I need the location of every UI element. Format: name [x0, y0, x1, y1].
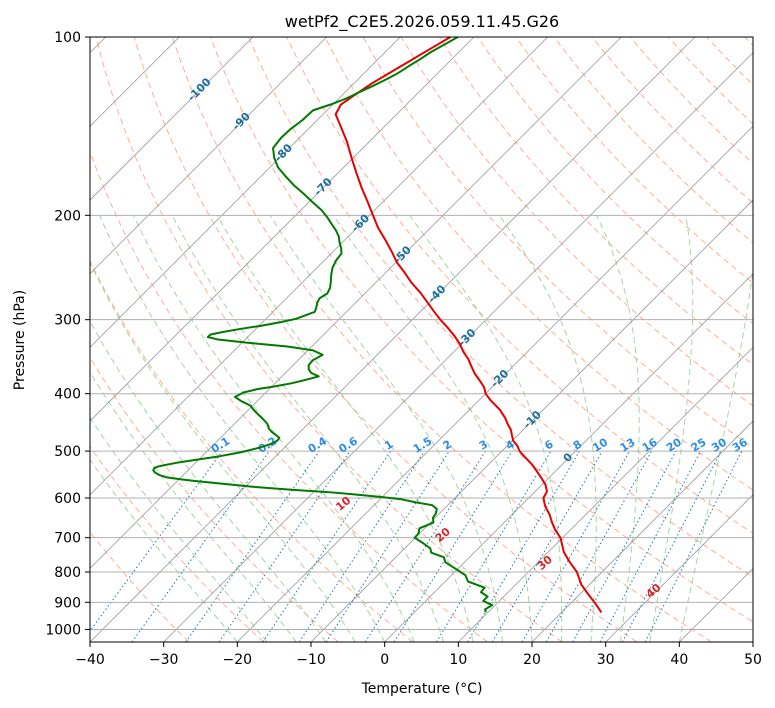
moist-adiabat-line	[595, 215, 640, 642]
x-tick-label: −40	[75, 652, 105, 668]
dry-adiabat-line	[515, 37, 753, 284]
isotherm-line	[90, 37, 696, 642]
x-tick-label: 50	[744, 652, 762, 668]
mixing-ratio-line	[491, 450, 603, 642]
mixing-ratio-line	[545, 450, 653, 642]
moist-adiabat-line	[90, 370, 297, 642]
background-lines	[90, 37, 753, 642]
dry-adiabat-line	[133, 37, 638, 642]
y-tick-label: 500	[54, 444, 81, 460]
moist-adiabat-line	[90, 320, 327, 642]
dry-adiabat-line	[324, 37, 753, 491]
dry-adiabat-line	[90, 356, 339, 642]
sounding-profiles	[152, 37, 603, 613]
moist-adiabat-line	[409, 215, 563, 642]
chart-title: wetPf2_C2E5.2026.059.11.45.G26	[285, 12, 559, 32]
isotherm-line	[90, 37, 548, 496]
mixing-ratio-line	[435, 450, 552, 642]
x-tick-label: 0	[380, 652, 389, 668]
dry-adiabat-line	[210, 37, 753, 623]
dry-adiabat-line	[95, 37, 563, 642]
moist-adiabat-line	[90, 261, 356, 642]
dry-adiabat-line	[90, 445, 264, 642]
moist-adiabat-line	[649, 215, 694, 642]
isotherm-line	[531, 420, 753, 642]
moist-adiabat-line	[133, 215, 415, 642]
x-tick-label: −20	[223, 652, 253, 668]
mixing-ratio-line	[521, 450, 630, 642]
x-tick-label: 40	[670, 652, 688, 668]
moist-adiabat-line	[216, 215, 474, 642]
moist-adiabat-line	[90, 458, 238, 642]
mixing-ratio-line	[572, 450, 677, 642]
moist-adiabat-line	[333, 215, 533, 642]
y-tick-label: 700	[54, 531, 81, 547]
isotherm-line	[90, 37, 401, 348]
x-tick-label: −10	[296, 652, 326, 668]
x-tick-label: 10	[449, 652, 467, 668]
y-tick-label: 300	[54, 313, 81, 329]
y-tick-label: 400	[54, 387, 81, 403]
pressure-gridlines	[90, 37, 753, 630]
plot-frame	[89, 36, 754, 643]
mixing-ratio-line	[218, 450, 351, 642]
isotherm-line	[163, 52, 753, 642]
x-tick-label: 30	[597, 652, 615, 668]
mixing-ratio-line	[185, 450, 320, 642]
dry-adiabat-line	[248, 37, 753, 578]
moist-adiabat-line	[171, 215, 445, 642]
isotherm-line	[90, 37, 327, 275]
dry-adiabat-line	[90, 259, 414, 642]
y-tick-label: 100	[54, 30, 81, 46]
isotherm-line	[458, 346, 753, 642]
dry-adiabat-line	[286, 37, 753, 534]
x-axis: −40 −30 −20 −10 0 10 20 30 40 50	[75, 642, 762, 668]
isotherm-line	[384, 273, 753, 642]
moist-adiabat-line	[499, 215, 597, 642]
dry-adiabat-line	[171, 37, 712, 642]
y-tick-label: 1000	[45, 622, 81, 638]
moist-adiabat-line	[99, 215, 386, 642]
y-tick-label: 800	[54, 565, 81, 581]
x-tick-label: −30	[149, 652, 179, 668]
isotherm-line	[310, 199, 753, 642]
isotherm-line	[237, 125, 753, 642]
isotherm-line	[90, 37, 254, 201]
y-tick-label: 600	[54, 491, 81, 507]
isotherm-line	[605, 494, 753, 642]
temperature-profile-line	[334, 37, 603, 613]
dewpoint-profile-line	[152, 37, 494, 613]
y-axis: 100 200 300 400 500 600 700 800 900 1000	[45, 30, 90, 638]
moist-adiabat-line	[90, 416, 268, 642]
mixing-ratio-line	[364, 450, 486, 642]
x-axis-title: Temperature (°C)	[361, 681, 483, 697]
y-tick-label: 900	[54, 595, 81, 611]
isotherm-line	[90, 37, 475, 422]
y-tick-label: 200	[54, 208, 81, 224]
isotherm-line	[90, 37, 622, 569]
moist-adiabat-line	[678, 265, 753, 642]
moist-adiabat-line	[269, 215, 504, 642]
y-axis-title: Pressure (hPa)	[12, 290, 28, 390]
mixing-ratio-line	[325, 450, 450, 642]
mixing-ratio-line	[393, 450, 513, 642]
x-tick-label: 20	[523, 652, 541, 668]
